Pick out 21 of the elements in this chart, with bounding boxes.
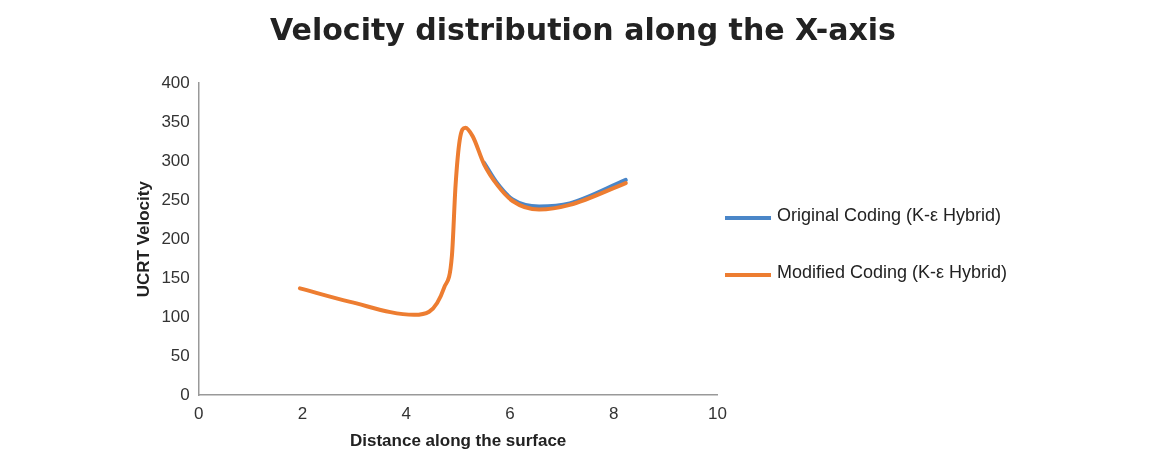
line-series — [297, 125, 628, 317]
y-tick-label: 350 — [161, 111, 190, 131]
x-tick-label: 8 — [609, 404, 619, 424]
y-tick-label: 150 — [161, 267, 190, 287]
y-axis-title: UCRT Velocity — [133, 180, 153, 298]
chart-title: Velocity distribution along the X-axis — [269, 12, 897, 47]
x-tick-label: 10 — [708, 404, 728, 424]
x-tick-label: 0 — [194, 404, 204, 424]
y-tick-label: 400 — [161, 72, 190, 92]
y-tick-label: 0 — [180, 384, 190, 404]
y-tick-label: 100 — [161, 306, 190, 326]
y-tick-label: 50 — [170, 345, 190, 365]
x-axis-title: Distance along the surface — [349, 431, 567, 451]
y-tick-label: 300 — [161, 150, 190, 170]
x-tick-label: 4 — [401, 404, 412, 424]
legend-label: Modified Coding (K-ε Hybrid) — [777, 262, 1008, 283]
x-tick-label: 6 — [505, 404, 515, 424]
y-tick-label: 250 — [161, 189, 190, 209]
y-tick-label: 200 — [161, 228, 190, 248]
legend-label: Original Coding (K-ε Hybrid) — [777, 205, 1002, 226]
x-tick-label: 2 — [297, 404, 308, 424]
